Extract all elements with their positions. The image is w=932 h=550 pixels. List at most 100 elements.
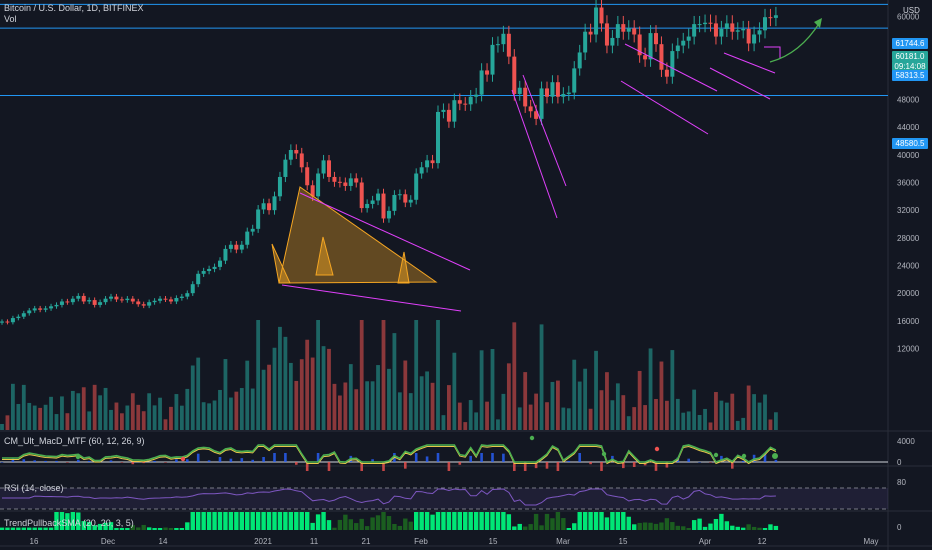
trend-histogram-bar [97, 523, 103, 530]
macd-histogram-bar [425, 456, 429, 462]
trend-histogram-bar [713, 518, 719, 530]
trend-histogram-bar [435, 512, 441, 530]
macd-histogram-bar [175, 459, 178, 462]
macd-cross-dot [741, 453, 747, 459]
volume-bar [392, 333, 397, 430]
candle-body [773, 15, 778, 18]
volume-bar [545, 402, 549, 430]
trend-histogram-bar [103, 522, 108, 530]
macd-histogram-bar [109, 460, 113, 462]
macd-histogram-bar [600, 462, 603, 471]
candle-body [692, 24, 697, 37]
macd-histogram-bar [523, 462, 527, 471]
trend-histogram-bar [632, 524, 637, 530]
candle-body [757, 30, 762, 35]
volume-bar [338, 395, 342, 430]
volume-bar [250, 388, 255, 430]
macd-histogram-bar [229, 458, 233, 462]
trend-histogram-bar [5, 527, 10, 530]
candle-body [310, 185, 315, 197]
trend-histogram-bar [234, 512, 239, 530]
trend-histogram-bar [724, 521, 730, 530]
support-price-tag-2: 48580.5 [892, 138, 928, 149]
candle-body [27, 310, 32, 314]
candle-body [114, 296, 119, 300]
candle-body [561, 93, 566, 97]
y-tick-label: 48000 [897, 95, 920, 104]
volume-bar [763, 394, 767, 430]
candle-body [719, 28, 724, 37]
volume-bar [577, 381, 582, 430]
trend-indicator-label[interactable]: TrendPullbackSMA (20, 20, 3, 5) [4, 518, 134, 528]
macd-indicator-label[interactable]: CM_Ult_MacD_MTF (60, 12, 26, 9) [4, 436, 145, 446]
trend-histogram-bar [588, 512, 593, 530]
macd-histogram-bar [66, 462, 69, 463]
candle-body [327, 160, 331, 177]
macd-histogram-bar [327, 462, 331, 471]
volume-bar [425, 371, 429, 430]
macd-histogram-bar [589, 462, 592, 465]
trend-histogram-bar [768, 524, 773, 530]
trend-histogram-bar [272, 512, 277, 530]
volume-bar [419, 376, 424, 430]
candle-body [768, 17, 773, 19]
flag-channel-line [764, 46, 781, 58]
trend-histogram-bar [157, 528, 163, 530]
candle-body [190, 284, 195, 294]
trend-histogram-bar [490, 512, 495, 530]
trend-histogram-bar [305, 512, 310, 530]
macd-histogram-bar [567, 460, 571, 462]
currency-label[interactable]: USD [903, 6, 920, 15]
indicator-axis-label: 0 [897, 523, 902, 532]
volume-bar [65, 413, 70, 430]
volume-bar [686, 411, 691, 430]
macd-histogram-bar [654, 462, 658, 471]
trend-histogram-bar [550, 518, 555, 530]
trend-histogram-bar [114, 528, 119, 530]
candle-body [632, 28, 637, 35]
trend-histogram-bar [337, 519, 343, 530]
trend-histogram-bar [675, 525, 680, 530]
trend-histogram-bar [315, 514, 321, 530]
x-tick-label: 2021 [254, 537, 272, 546]
symbol-title[interactable]: Bitcoin / U.S. Dollar, 1D, BITFINEX [4, 3, 144, 13]
candle-body [534, 111, 539, 119]
last-price-tag: 60181.0 [892, 51, 928, 62]
candle-body [185, 293, 190, 297]
candle-body [81, 295, 86, 302]
volume-bar [506, 363, 511, 430]
macd-histogram-bar [33, 460, 36, 462]
trend-histogram-bar [37, 527, 43, 530]
x-tick-label: 14 [159, 537, 168, 546]
trend-histogram-bar [495, 512, 501, 530]
candle-body [365, 203, 370, 209]
volume-bar [70, 390, 75, 430]
macd-histogram-bar [262, 457, 265, 462]
trend-histogram-bar [348, 519, 353, 530]
trend-histogram-bar [0, 527, 5, 530]
volume-bar [621, 395, 626, 430]
volume-bar [430, 382, 435, 430]
support-price-tag-1: 58313.5 [892, 70, 928, 81]
trend-histogram-bar [512, 526, 517, 530]
trend-histogram-bar [81, 521, 86, 530]
trend-histogram-bar [637, 522, 642, 530]
macd-histogram-bar [87, 460, 91, 462]
trend-histogram-bar [381, 512, 386, 530]
volume-bar [283, 336, 288, 430]
volume-bar [632, 407, 637, 430]
candle-body [38, 308, 43, 310]
trend-histogram-bar [190, 512, 195, 530]
trend-histogram-bar [702, 526, 708, 530]
volume-bar [714, 392, 718, 430]
trend-histogram-bar [27, 527, 32, 530]
candle-body [234, 244, 239, 250]
candle-body [703, 22, 708, 25]
candle-body [386, 210, 391, 219]
macd-cross-dot [772, 453, 778, 459]
volume-bar [599, 390, 604, 430]
trend-histogram-bar [261, 512, 266, 530]
volume-bar [566, 408, 571, 430]
rsi-indicator-label[interactable]: RSI (14, close) [4, 483, 64, 493]
